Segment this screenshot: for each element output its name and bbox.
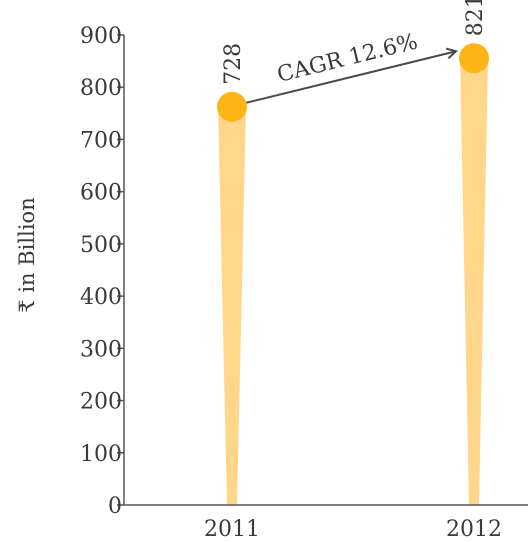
markers [217,43,489,122]
y-tick-label: 900 [80,24,122,49]
y-axis-ticks: 0 100 200 300 400 500 600 700 800 900 [80,24,124,519]
y-tick-label: 700 [80,128,122,153]
cagr-arrow [245,51,456,104]
marker-2011 [217,91,247,122]
y-tick-label: 0 [108,494,122,519]
cagr-annotation: CAGR 12.6% [275,29,421,88]
bar-2011 [218,106,246,506]
x-tick-label-2011: 2011 [204,517,260,542]
labels: 728 2011 821 2012 [204,0,502,542]
data-label-2012: 821 [463,0,488,36]
y-tick-label: 100 [80,442,122,467]
marker-2012 [459,43,489,74]
bars [218,58,488,506]
y-tick-label: 200 [80,390,122,415]
bar-2012 [460,58,488,505]
y-tick-label: 600 [80,181,122,206]
x-tick-label-2012: 2012 [446,517,502,542]
y-tick-label: 800 [80,76,122,101]
y-tick-label: 500 [80,233,122,258]
data-label-2011: 728 [221,43,246,85]
y-tick-label: 300 [80,337,122,362]
y-axis-label: ₹ in Billion [15,197,39,312]
y-tick-label: 400 [80,285,122,310]
